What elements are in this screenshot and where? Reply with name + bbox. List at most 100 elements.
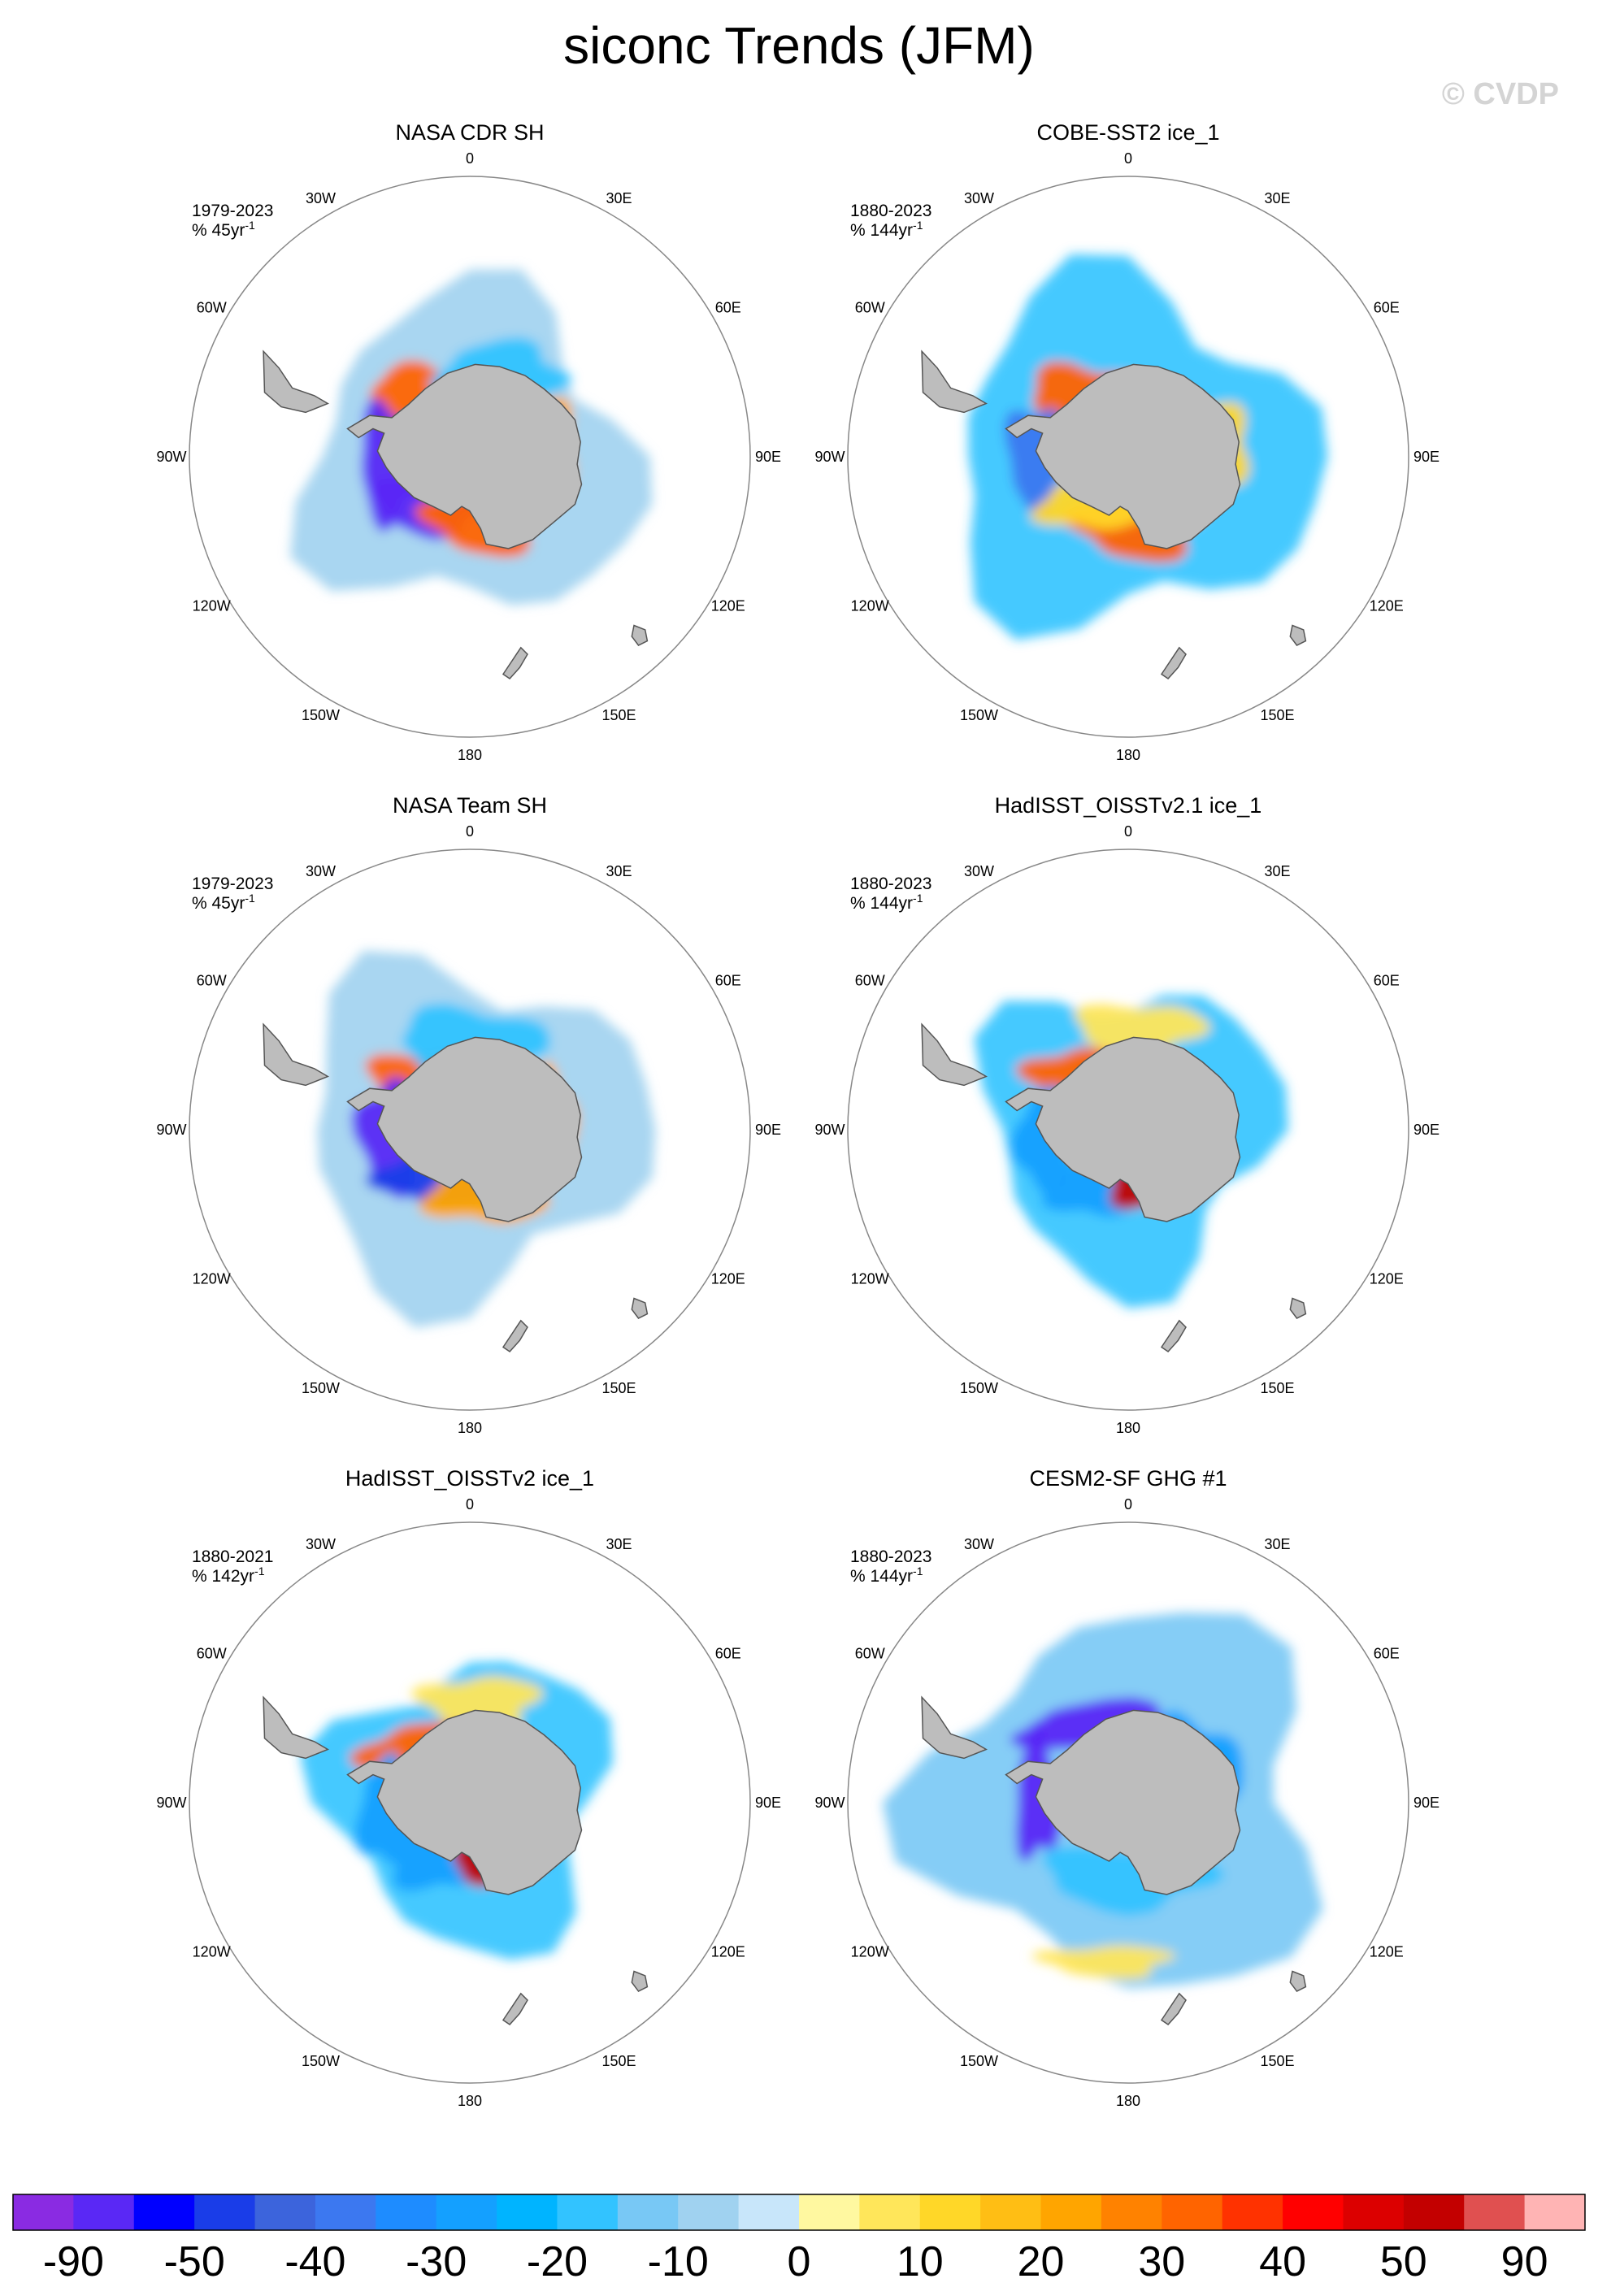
colorbar-tick-label: -30 bbox=[406, 2238, 467, 2285]
longitude-label: 90E bbox=[1413, 1122, 1440, 1138]
colorbar-frame bbox=[12, 2194, 1586, 2231]
panel-period: 1880-2023 bbox=[850, 202, 931, 220]
map-boundary bbox=[847, 849, 1409, 1411]
longitude-label: 0 bbox=[1124, 150, 1132, 167]
panel-trend-unit: % 45yr-1 bbox=[192, 892, 255, 913]
new-zealand-landmass bbox=[1160, 1992, 1187, 2025]
longitude-label: 180 bbox=[1116, 1420, 1140, 1436]
longitude-label: 30W bbox=[306, 1536, 336, 1552]
longitude-label: 180 bbox=[458, 2093, 482, 2109]
south-america-landmass bbox=[921, 1695, 988, 1760]
tasmania-landmass bbox=[631, 1297, 649, 1319]
longitude-label: 120W bbox=[193, 1271, 231, 1287]
colorbar: -90 -50 -40 -30 -20 -10 0 10 20 30 40 50 90 bbox=[12, 2194, 1586, 2285]
longitude-label: 30E bbox=[606, 1536, 632, 1552]
longitude-label: 90E bbox=[755, 1122, 781, 1138]
longitude-label: 0 bbox=[1124, 823, 1132, 840]
longitude-label: 120W bbox=[193, 1944, 231, 1960]
south-america-landmass bbox=[921, 1022, 988, 1087]
panel-trend-unit: % 45yr-1 bbox=[192, 219, 255, 240]
longitude-label: 90W bbox=[156, 1795, 186, 1811]
longitude-label: 150W bbox=[960, 707, 998, 723]
colorbar-tick-label: 20 bbox=[1018, 2238, 1065, 2285]
panel-title: NASA CDR SH bbox=[395, 120, 544, 145]
south-america-landmass bbox=[263, 1022, 330, 1087]
longitude-label: 120E bbox=[711, 1944, 745, 1960]
trend-patch bbox=[1030, 1945, 1177, 1980]
colorbar-swatch bbox=[133, 2194, 195, 2230]
longitude-label: 150E bbox=[1260, 707, 1294, 723]
colorbar-swatch bbox=[376, 2194, 437, 2230]
longitude-label: 0 bbox=[466, 823, 474, 840]
map-panel: NASA Team SH 1979-2023% 45yr-1 0 30E 60E 90E 1… bbox=[156, 793, 781, 1436]
longitude-label: 60E bbox=[715, 1646, 741, 1662]
map-panel: HadISST_OISSTv2.1 ice_1 1880-2023% 144yr-… bbox=[814, 793, 1440, 1436]
new-zealand-landmass bbox=[1160, 1319, 1187, 1352]
longitude-label: 0 bbox=[1124, 1496, 1132, 1513]
longitude-label: 30E bbox=[1264, 1536, 1290, 1552]
panel-period: 1880-2021 bbox=[192, 1547, 273, 1566]
longitude-label: 30E bbox=[606, 863, 632, 879]
panel-trend-unit: % 144yr-1 bbox=[850, 892, 923, 913]
colorbar-tick-label: 10 bbox=[897, 2238, 944, 2285]
longitude-label: 180 bbox=[1116, 747, 1140, 763]
panel-trend-unit: % 144yr-1 bbox=[850, 219, 923, 240]
longitude-label: 120W bbox=[851, 1944, 889, 1960]
panel-title: COBE-SST2 ice_1 bbox=[1036, 120, 1219, 145]
trend-field bbox=[921, 995, 1307, 1352]
longitude-label: 90W bbox=[814, 1122, 845, 1138]
longitude-label: 90W bbox=[814, 449, 845, 465]
tasmania-landmass bbox=[631, 1970, 649, 1993]
longitude-label: 90E bbox=[1413, 1795, 1440, 1811]
longitude-label: 30W bbox=[964, 1536, 994, 1552]
longitude-label: 90W bbox=[814, 1795, 845, 1811]
longitude-label: 150W bbox=[960, 1380, 998, 1396]
longitude-label: 60W bbox=[855, 1646, 885, 1662]
tasmania-landmass bbox=[1289, 624, 1307, 646]
colorbar-tick-label: 90 bbox=[1501, 2238, 1548, 2285]
colorbar-swatch bbox=[1162, 2194, 1223, 2230]
colorbar-swatch bbox=[919, 2194, 981, 2230]
longitude-label: 60E bbox=[715, 300, 741, 316]
colorbar-swatch bbox=[617, 2194, 679, 2230]
longitude-label: 0 bbox=[466, 1496, 474, 1513]
longitude-label: 60E bbox=[1374, 300, 1400, 316]
colorbar-swatch bbox=[799, 2194, 860, 2230]
colorbar-swatch bbox=[436, 2194, 497, 2230]
longitude-label: 90E bbox=[755, 449, 781, 465]
panel-trend-unit-exp: -1 bbox=[245, 892, 255, 905]
colorbar-swatch bbox=[254, 2194, 316, 2230]
longitude-label: 120W bbox=[851, 598, 889, 614]
colorbar-swatch bbox=[194, 2194, 256, 2230]
watermark: © CVDP bbox=[1442, 77, 1559, 111]
colorbar-swatch bbox=[738, 2194, 800, 2230]
longitude-label: 30W bbox=[306, 190, 336, 206]
colorbar-tick-label: -10 bbox=[648, 2238, 709, 2285]
map-panel: NASA CDR SH 1979-2023% 45yr-1 0 30E 60E 90E 12… bbox=[156, 120, 781, 763]
longitude-label: 30W bbox=[964, 863, 994, 879]
map-boundary bbox=[847, 176, 1409, 738]
panel-trend-unit-exp: -1 bbox=[913, 892, 923, 905]
map-panel: COBE-SST2 ice_1 1880-2023% 144yr-1 0 30E 60E… bbox=[814, 120, 1440, 763]
longitude-label: 60W bbox=[855, 300, 885, 316]
map-panel: CESM2-SF GHG #1 1880-2023% 144yr-1 0 30E 60E… bbox=[814, 1466, 1440, 2109]
longitude-label: 90E bbox=[1413, 449, 1440, 465]
longitude-label: 150E bbox=[601, 707, 636, 723]
longitude-label: 120E bbox=[711, 598, 745, 614]
longitude-label: 120W bbox=[851, 1271, 889, 1287]
longitude-label: 60E bbox=[1374, 1646, 1400, 1662]
map-boundary bbox=[847, 1521, 1409, 2084]
colorbar-tick-label: 30 bbox=[1138, 2238, 1185, 2285]
figure-title: siconc Trends (JFM) bbox=[563, 16, 1035, 75]
panel-period: 1880-2023 bbox=[850, 1547, 931, 1566]
colorbar-swatch bbox=[73, 2194, 135, 2230]
panel-period: 1880-2023 bbox=[850, 875, 931, 893]
colorbar-swatch bbox=[315, 2194, 376, 2230]
longitude-label: 30W bbox=[964, 190, 994, 206]
colorbar-tick-label: 0 bbox=[788, 2238, 811, 2285]
longitude-label: 150E bbox=[601, 2053, 636, 2069]
map-panel: HadISST_OISSTv2 ice_1 1880-2021% 142yr-1 0… bbox=[156, 1466, 781, 2109]
colorbar-swatch bbox=[497, 2194, 558, 2230]
trend-field bbox=[263, 1661, 649, 2025]
longitude-label: 180 bbox=[1116, 2093, 1140, 2109]
